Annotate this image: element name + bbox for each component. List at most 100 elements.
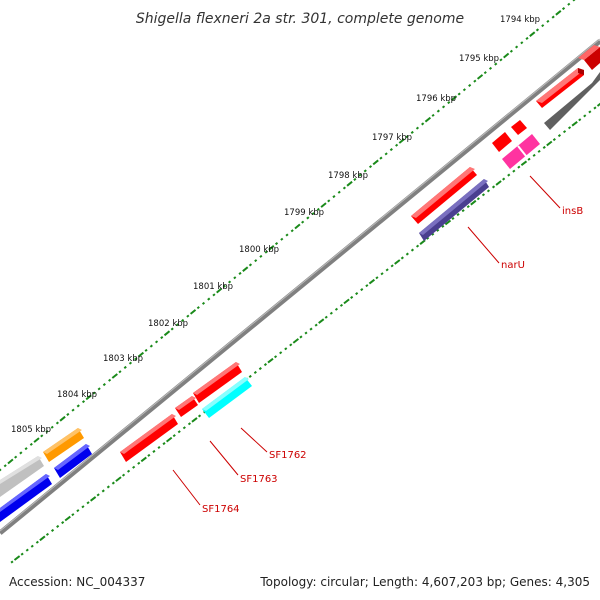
outer-tick-mark — [431, 113, 435, 117]
inner-tick-mark — [360, 288, 364, 292]
inner-tick-mark — [380, 272, 384, 276]
outer-tick-mark — [462, 88, 466, 92]
outer-tick-mark — [415, 126, 420, 130]
gene-label-insB[interactable]: insB — [562, 206, 583, 217]
gene-block-topright-1[interactable] — [578, 45, 600, 70]
outer-tick-mark — [476, 74, 484, 80]
outer-tick-mark — [301, 220, 305, 224]
gene-block-red-large[interactable] — [411, 167, 477, 224]
inner-tick-mark — [289, 343, 293, 347]
inner-tick-mark — [491, 185, 496, 189]
outer-tick-mark — [529, 31, 536, 37]
tick-label-1800: 1800 kbp — [239, 245, 279, 255]
outer-tick-mark — [436, 109, 440, 113]
gene-label-SF1763[interactable]: SF1763 — [240, 474, 278, 485]
inner-tick-mark — [258, 367, 262, 371]
outer-tick-mark — [311, 212, 315, 216]
gene-label-narU[interactable]: narU — [501, 260, 525, 271]
inner-tick-mark — [152, 449, 156, 453]
outer-tick-mark — [567, 2, 571, 6]
inner-tick-mark — [426, 236, 430, 240]
outer-tick-mark — [541, 24, 545, 28]
gene-block-SF1764[interactable] — [120, 414, 178, 462]
tick-label-1801: 1801 kbp — [193, 282, 233, 292]
inner-tick-mark — [527, 157, 531, 161]
outer-tick-mark — [368, 165, 373, 169]
gene-block-topright-red-small[interactable] — [511, 120, 527, 135]
gene-label-SF1764[interactable]: SF1764 — [202, 504, 240, 515]
inner-tick-mark — [10, 560, 14, 564]
gene-block-blue-right[interactable] — [54, 444, 92, 478]
inner-tick-mark — [157, 446, 161, 449]
inner-tick-mark — [106, 485, 110, 489]
inner-tick-ring — [10, 102, 600, 564]
inner-tick-mark — [121, 473, 126, 477]
outer-tick-mark — [76, 404, 80, 408]
inner-tick-mark — [583, 114, 587, 118]
inner-tick-mark — [25, 548, 29, 552]
outer-tick-mark — [212, 293, 216, 297]
inner-tick-mark — [415, 244, 420, 248]
inner-tick-mark — [137, 461, 141, 465]
inner-tick-mark — [253, 370, 257, 374]
outer-tick-mark — [290, 229, 294, 233]
inner-tick-mark — [507, 173, 511, 177]
inner-tick-mark — [284, 347, 288, 351]
outer-tick-mark — [29, 442, 33, 446]
gene-label-SF1762[interactable]: SF1762 — [269, 450, 307, 461]
inner-tick-mark — [177, 430, 181, 434]
outer-tick-mark — [421, 122, 425, 126]
gene-block-pink[interactable] — [502, 134, 540, 169]
outer-tick-mark — [389, 148, 393, 152]
outer-tick-mark — [170, 327, 174, 331]
gene-block-red-right[interactable] — [193, 362, 242, 403]
inner-tick-mark — [309, 327, 313, 331]
outer-tick-mark — [259, 254, 263, 258]
outer-tick-mark — [353, 177, 357, 181]
inner-tick-mark — [571, 121, 578, 127]
tick-label-1795: 1795 kbp — [459, 54, 499, 64]
outer-tick-mark — [154, 340, 159, 344]
inner-tick-mark — [162, 442, 166, 446]
inner-tick-mark — [115, 476, 122, 482]
outer-tick-mark — [137, 351, 145, 358]
gene-block-SF1762[interactable] — [202, 377, 252, 418]
outer-tick-mark — [509, 49, 513, 53]
outer-tick-mark — [128, 361, 133, 365]
inner-tick-mark — [191, 417, 198, 423]
outer-tick-mark — [118, 370, 122, 374]
gene-block-blue-left[interactable] — [0, 474, 52, 522]
inner-tick-mark — [470, 199, 477, 206]
outer-tick-mark — [149, 344, 153, 348]
gene-block-topright-3[interactable] — [544, 72, 600, 130]
gene-block-topright-2[interactable] — [536, 68, 584, 108]
gene-block-red-mid[interactable] — [492, 132, 512, 152]
outer-tick-mark — [488, 66, 493, 70]
outer-tick-mark — [468, 83, 472, 87]
inner-tick-mark — [64, 515, 71, 522]
gene-block-orange[interactable] — [43, 428, 84, 462]
inner-tick-mark — [456, 213, 460, 217]
outer-tick-mark — [254, 259, 258, 263]
inner-tick-mark — [520, 160, 528, 166]
outer-tick-mark — [280, 237, 284, 241]
outer-tick-mark — [108, 378, 112, 382]
outer-tick-mark — [424, 116, 432, 123]
outer-tick-mark — [233, 276, 237, 280]
outer-tick-mark — [97, 387, 101, 391]
outer-tick-mark — [186, 314, 190, 318]
tick-label-1796: 1796 kbp — [416, 94, 456, 104]
inner-tick-mark — [486, 189, 491, 193]
inner-tick-mark — [562, 130, 567, 134]
gene-block-gray[interactable] — [0, 456, 44, 497]
outer-tick-mark — [144, 348, 148, 352]
outer-tick-mark — [248, 263, 253, 267]
leader-line-SF1762 — [240, 427, 268, 453]
outer-tick-mark — [551, 15, 555, 19]
inner-tick-mark — [13, 555, 21, 561]
outer-tick-mark — [503, 52, 510, 59]
outer-tick-mark — [7, 458, 14, 465]
gene-block-SF1763[interactable] — [175, 396, 198, 417]
gene-block-narU[interactable] — [419, 179, 489, 241]
